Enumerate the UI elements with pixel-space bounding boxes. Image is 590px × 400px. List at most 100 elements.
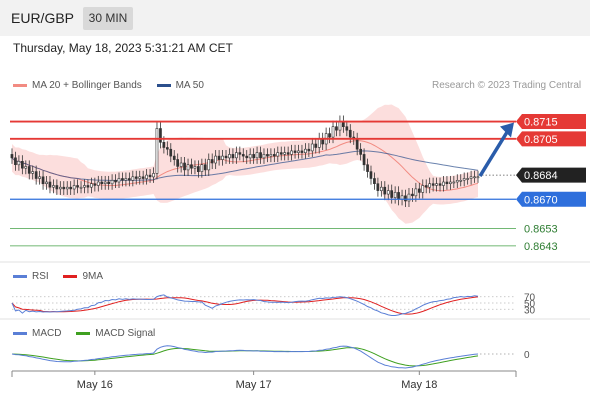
candle-body (397, 192, 400, 200)
bollinger-band (12, 104, 478, 224)
candle-body (76, 185, 79, 188)
candle-body (245, 155, 249, 159)
candle-body (20, 161, 24, 169)
candle-body (86, 185, 90, 188)
candle-body (424, 185, 428, 188)
macd-swatch (13, 331, 27, 335)
candle-body (14, 157, 17, 166)
price-legend: MA 20 + Bollinger Bands MA 50 (13, 80, 204, 91)
timeframe-button[interactable]: 30 MIN (83, 7, 133, 30)
candle-body (48, 181, 52, 188)
candle-body (286, 152, 290, 155)
rsi-level-label: 50 (524, 299, 536, 310)
candle-body (176, 159, 180, 167)
candle-body (190, 164, 193, 169)
candle-body (24, 166, 28, 169)
candle-body (27, 166, 31, 174)
candle-body (411, 193, 414, 197)
macd-legend: MACD MACD Signal (13, 328, 155, 339)
candle-body (448, 181, 452, 185)
candle-body (159, 128, 162, 143)
candle-body (138, 176, 142, 179)
candle-body (100, 181, 104, 185)
x-axis-tick-label: May 17 (236, 379, 272, 391)
x-axis-tick-label: May 16 (77, 379, 113, 391)
ma20-legend-label: MA 20 + Bollinger Bands (32, 80, 142, 91)
forecast-arrow (478, 129, 510, 178)
candle-body (134, 176, 138, 179)
candle-body (255, 152, 259, 159)
candle-body (404, 195, 407, 202)
candle-body (145, 174, 149, 179)
candle-body (34, 171, 38, 179)
candle-body (338, 121, 342, 131)
candle-body (121, 178, 124, 181)
candle-body (369, 171, 373, 179)
macd-legend-label: MACD (32, 328, 62, 339)
ma50-swatch (156, 83, 171, 87)
candle-body (17, 161, 21, 166)
ma50-legend-label: MA 50 (175, 80, 204, 91)
candle-body (476, 176, 480, 179)
candle-body (217, 155, 221, 160)
ma20-line (11, 140, 479, 192)
candle-body (421, 185, 425, 193)
candle-body (310, 143, 314, 152)
macd-line (11, 345, 479, 369)
candle-body (283, 152, 287, 155)
candle-body (197, 166, 200, 172)
rsi-legend: RSI 9MA (13, 271, 103, 282)
candle-body (186, 164, 190, 171)
candle-body (373, 178, 376, 184)
candle-body (393, 192, 397, 198)
candle-body (79, 186, 83, 189)
candle-body (345, 126, 349, 131)
symbol-label: EUR/GBP (11, 10, 75, 26)
candle-body (438, 183, 442, 186)
rsi-legend-label: RSI (32, 271, 49, 282)
ma20-swatch (13, 83, 27, 87)
candle-body (272, 154, 276, 157)
candle-body (466, 178, 470, 180)
candle-body (445, 181, 449, 185)
candle-body (96, 181, 100, 186)
price-tag (516, 191, 586, 207)
candle-body (103, 181, 107, 185)
candle-body (407, 193, 411, 202)
candle-body (148, 174, 152, 178)
candle-body (235, 152, 238, 159)
candle-body (55, 185, 59, 190)
price-tag-label: 0.8684 (524, 170, 558, 182)
x-axis-tick-label: May 18 (401, 379, 437, 391)
price-tag-label: 0.8705 (524, 134, 558, 146)
candle-body (200, 164, 204, 172)
candle-body (169, 148, 173, 157)
candle-body (390, 190, 394, 198)
candle-body (241, 154, 245, 157)
candle-body (31, 171, 35, 174)
candle-body (417, 188, 421, 193)
candle-body (366, 164, 369, 172)
candle-body (114, 180, 117, 183)
macd-zero-label: 0 (524, 350, 530, 361)
candle-body (155, 128, 159, 174)
candle-body (72, 185, 76, 190)
price-tag (516, 167, 586, 183)
candle-body (10, 154, 14, 159)
price-tag (516, 131, 586, 147)
candle-body (52, 185, 55, 188)
candle-body (107, 181, 110, 185)
candle-body (207, 159, 211, 171)
rsi-ma-swatch (63, 274, 78, 278)
candle-body (83, 185, 86, 188)
candle-body (62, 186, 66, 190)
candle-body (162, 142, 166, 148)
candle-body (41, 176, 45, 185)
rsi-ma-legend-label: 9MA (82, 271, 104, 282)
candle-body (431, 183, 435, 186)
rsi-swatch (13, 274, 27, 278)
macd-signal-swatch (76, 331, 91, 335)
candle-body (455, 180, 459, 183)
candle-body (228, 154, 231, 159)
